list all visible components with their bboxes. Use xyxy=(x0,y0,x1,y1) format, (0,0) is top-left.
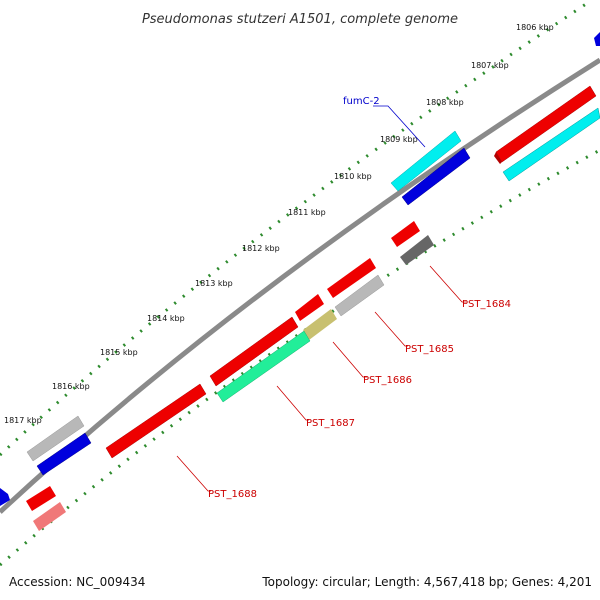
gene-feature-pst1685[interactable] xyxy=(334,274,385,317)
gene-label-pst1687[interactable]: PST_1687 xyxy=(306,418,355,429)
callout-line-pst1688 xyxy=(176,455,211,492)
callouts: fumC-2 PST_1684 PST_1685 PST_1686 PST_16… xyxy=(176,96,511,500)
gene-label-pst1688[interactable]: PST_1688 xyxy=(208,489,257,500)
callout-line-fumc2 xyxy=(373,105,426,148)
gene-feature-cyan[interactable] xyxy=(502,107,600,182)
tick-label: 1817 kbp xyxy=(4,416,42,425)
gene-feature-red-shade xyxy=(494,152,502,164)
tick-label: 1812 kbp xyxy=(242,244,280,253)
gene-feature-pst1688[interactable] xyxy=(105,383,207,459)
map-title: Pseudomonas stutzeri A1501, complete gen… xyxy=(142,12,458,27)
gene-feature-pst1684[interactable] xyxy=(400,235,434,265)
callout-line-pst1686 xyxy=(332,341,367,378)
tick-label: 1809 kbp xyxy=(380,135,418,144)
gene-feature-pst1687[interactable] xyxy=(216,330,311,403)
tick-label: 1806 kbp xyxy=(516,23,554,32)
gene-feature-red[interactable] xyxy=(391,221,420,247)
tick-label: 1813 kbp xyxy=(195,279,233,288)
tick-label: 1810 kbp xyxy=(334,172,372,181)
gene-label-fumc2[interactable]: fumC-2 xyxy=(343,96,380,107)
genome-backbone xyxy=(0,57,600,514)
gene-feature-blue[interactable] xyxy=(0,488,10,506)
gene-feature-blue[interactable] xyxy=(36,432,92,476)
gene-label-pst1686[interactable]: PST_1686 xyxy=(363,375,412,386)
gene-label-pst1684[interactable]: PST_1684 xyxy=(462,299,511,310)
tick-labels: 1806 kbp 1807 kbp 1808 kbp 1809 kbp 1810… xyxy=(4,23,554,425)
tick-label: 1814 kbp xyxy=(147,314,185,323)
gene-feature-gray[interactable] xyxy=(26,415,85,462)
gene-feature-red[interactable] xyxy=(209,316,299,387)
callout-line-pst1684 xyxy=(429,265,466,303)
gene-feature-red[interactable] xyxy=(295,294,324,321)
gene-label-pst1685[interactable]: PST_1685 xyxy=(405,344,454,355)
gene-feature-red[interactable] xyxy=(26,486,56,511)
accession-text: Accession: NC_009434 xyxy=(9,575,145,589)
tick-label: 1808 kbp xyxy=(426,98,464,107)
tick-label: 1811 kbp xyxy=(288,208,326,217)
tick-label: 1816 kbp xyxy=(52,382,90,391)
gene-feature-pink[interactable] xyxy=(33,502,66,531)
gene-feature-blue[interactable] xyxy=(594,32,600,46)
gene-feature-fumc2[interactable] xyxy=(390,130,462,192)
gene-feature-red[interactable] xyxy=(327,258,376,298)
callout-line-pst1685 xyxy=(374,311,408,347)
callout-line-pst1687 xyxy=(276,385,309,421)
tick-label: 1807 kbp xyxy=(471,61,509,70)
gene-feature-blue[interactable] xyxy=(401,147,471,206)
gene-feature-pst1686[interactable] xyxy=(303,309,337,340)
tick-label: 1815 kbp xyxy=(100,348,138,357)
genome-summary-text: Topology: circular; Length: 4,567,418 bp… xyxy=(261,575,592,589)
